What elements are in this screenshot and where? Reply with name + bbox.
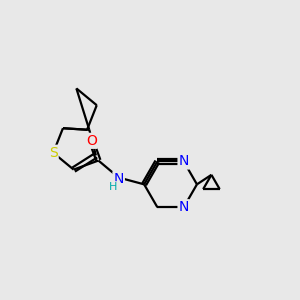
Text: N: N [178, 154, 189, 169]
Text: N: N [113, 172, 124, 186]
Text: N: N [178, 200, 189, 214]
Text: H: H [109, 182, 117, 192]
Text: S: S [49, 146, 58, 160]
Text: O: O [86, 134, 97, 148]
